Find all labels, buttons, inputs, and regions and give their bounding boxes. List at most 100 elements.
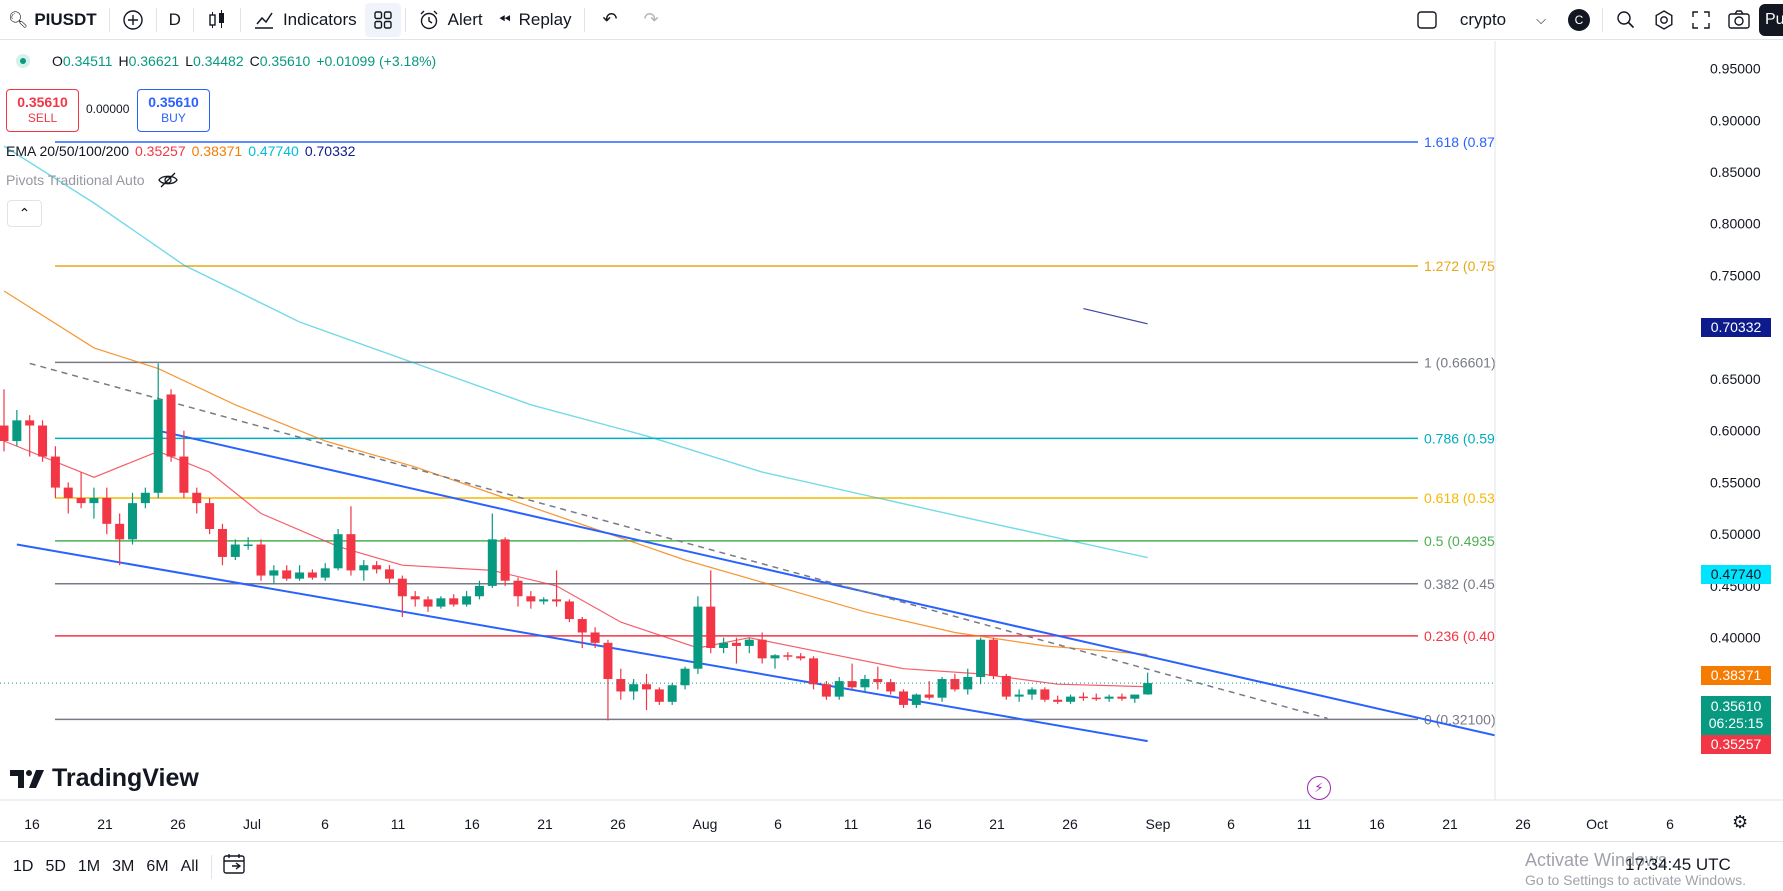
candle bbox=[654, 687, 664, 705]
time-tick-label: Aug bbox=[693, 816, 718, 832]
candle-body bbox=[115, 523, 125, 540]
templates-button[interactable] bbox=[364, 2, 401, 37]
change-value: +0.01099 (+3.18%) bbox=[316, 53, 437, 69]
candle-body bbox=[693, 606, 703, 669]
ema-line bbox=[3, 145, 1148, 559]
candle-body bbox=[333, 534, 343, 569]
candle-body bbox=[462, 596, 472, 605]
fib-level-label: 1 (0.66601) bbox=[1424, 354, 1496, 370]
range-1m[interactable]: 1M bbox=[77, 857, 101, 875]
replay-button[interactable]: ⏪︎ Replay bbox=[491, 0, 580, 40]
time-tick-label: 6 bbox=[1666, 816, 1674, 832]
candle bbox=[423, 596, 433, 612]
candle bbox=[911, 693, 921, 709]
candle bbox=[770, 654, 780, 669]
candle bbox=[12, 410, 22, 447]
candle bbox=[616, 668, 626, 700]
fullscreen-button[interactable] bbox=[1683, 0, 1719, 40]
candle-body bbox=[770, 655, 780, 659]
trendline-channel-upper bbox=[157, 429, 1521, 743]
candle bbox=[667, 683, 677, 705]
buy-button[interactable]: 0.35610 BUY bbox=[137, 89, 210, 132]
settings-button[interactable] bbox=[1645, 0, 1683, 40]
collapse-legend-button[interactable]: ⌃ bbox=[7, 200, 42, 227]
eye-off-icon[interactable] bbox=[157, 172, 179, 188]
utc-clock[interactable]: 17:34:45 UTC bbox=[1625, 855, 1731, 874]
candle-body bbox=[629, 684, 639, 692]
indicators-label: Indicators bbox=[282, 9, 357, 29]
candle-body bbox=[359, 565, 369, 571]
candle-body bbox=[654, 689, 664, 702]
candle-body bbox=[346, 534, 356, 571]
indicators-icon bbox=[254, 12, 273, 29]
candle-body bbox=[140, 492, 150, 504]
sell-button[interactable]: 0.35610 SELL bbox=[6, 89, 79, 132]
open-value: 0.34511 bbox=[62, 53, 113, 69]
close-label: C bbox=[249, 53, 260, 69]
candle-body bbox=[243, 544, 253, 547]
lightning-badge[interactable]: ⚡︎ bbox=[1307, 776, 1331, 800]
ema-legend[interactable]: EMA 20/50/100/200 0.35257 0.38371 0.4774… bbox=[6, 143, 355, 159]
candle-body bbox=[1130, 694, 1140, 699]
indicators-button[interactable]: Indicators bbox=[245, 0, 365, 40]
candle-body bbox=[1014, 694, 1024, 697]
ema-label: EMA 20/50/100/200 bbox=[6, 143, 129, 159]
trendline-dashed bbox=[29, 362, 1328, 720]
candle bbox=[539, 597, 549, 605]
candle bbox=[25, 415, 35, 457]
range-1d[interactable]: 1D bbox=[13, 857, 34, 875]
divider bbox=[211, 854, 213, 879]
candle-body bbox=[474, 585, 484, 597]
time-tick-label: 26 bbox=[610, 816, 626, 832]
candle-body bbox=[526, 596, 536, 602]
fullscreen-icon bbox=[1692, 10, 1710, 29]
candle-body bbox=[1143, 683, 1153, 695]
candle-body bbox=[564, 601, 574, 620]
price-chart[interactable]: 1.618 (0.879 1.272 (0.759 1 (0.66601) 0.786… bbox=[0, 41, 1783, 841]
screenshot-button[interactable] bbox=[1719, 0, 1759, 40]
candle-body bbox=[783, 655, 793, 657]
candle bbox=[38, 420, 48, 462]
time-axis[interactable]: 16 21 26 Jul 6 11 16 21 26 Aug 6 11 16 21 26 Sep 6 11 16 21… bbox=[0, 799, 1783, 832]
candle-body bbox=[38, 425, 48, 457]
alert-button[interactable]: Alert bbox=[410, 0, 491, 40]
candle bbox=[346, 506, 356, 576]
undo-button[interactable]: ↶ bbox=[589, 0, 632, 40]
layout-name-button[interactable]: crypto ⌵ bbox=[1446, 0, 1560, 40]
candle-body bbox=[680, 668, 690, 686]
candle-body bbox=[436, 598, 446, 607]
candle-body bbox=[397, 578, 407, 597]
interval-button[interactable]: D bbox=[161, 0, 189, 40]
avatar-button[interactable]: C bbox=[1560, 0, 1598, 40]
redo-button[interactable]: ↷ bbox=[632, 0, 671, 40]
layout-name: crypto bbox=[1459, 9, 1507, 29]
layout-button[interactable] bbox=[1408, 0, 1446, 40]
tradingview-logo[interactable]: TradingView bbox=[10, 764, 199, 793]
candle bbox=[886, 679, 896, 695]
candle bbox=[963, 668, 973, 695]
date-range-button[interactable] bbox=[222, 852, 246, 881]
range-5d[interactable]: 5D bbox=[45, 857, 66, 875]
candle bbox=[757, 632, 767, 664]
publish-button[interactable]: Pu bbox=[1759, 3, 1783, 36]
chart-type-button[interactable] bbox=[198, 0, 236, 40]
quick-search-button[interactable] bbox=[1607, 0, 1645, 40]
time-tick-label: 11 bbox=[844, 816, 859, 832]
candle bbox=[1078, 692, 1088, 701]
windows-activation-watermark: Activate Windows Go to Settings to activ… bbox=[1525, 850, 1746, 890]
range-6m[interactable]: 6M bbox=[146, 857, 169, 875]
candle-body bbox=[166, 394, 176, 457]
symbol-search[interactable]: 🔍︎ PIUSDT bbox=[0, 0, 105, 40]
candle-body bbox=[1027, 689, 1037, 695]
candle bbox=[462, 591, 472, 607]
candle-body bbox=[153, 399, 163, 493]
range-all[interactable]: All bbox=[180, 857, 199, 875]
candle bbox=[937, 676, 947, 702]
axis-settings-button[interactable]: ⚙︎ bbox=[1732, 812, 1748, 833]
candle bbox=[102, 487, 112, 535]
compare-button[interactable] bbox=[114, 0, 152, 40]
candle bbox=[63, 482, 73, 514]
calendar-icon bbox=[223, 854, 246, 874]
pivots-legend[interactable]: Pivots Traditional Auto bbox=[6, 172, 179, 188]
range-3m[interactable]: 3M bbox=[112, 857, 135, 875]
